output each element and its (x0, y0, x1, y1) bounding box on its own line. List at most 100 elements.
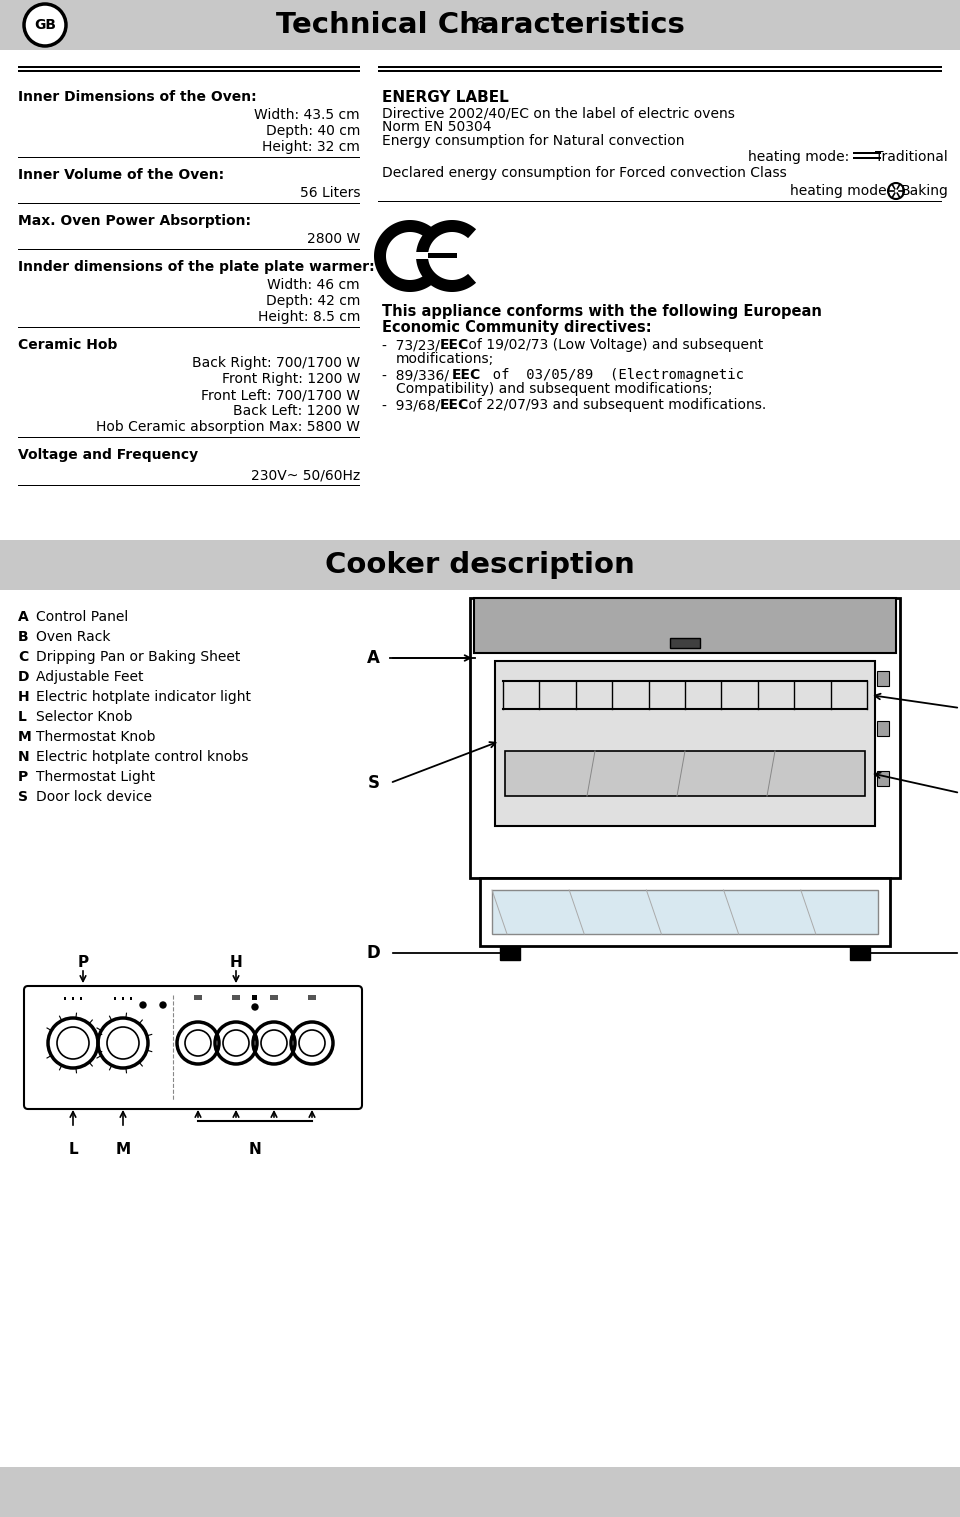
Bar (853, 156, 881, 159)
Text: H: H (229, 954, 242, 969)
Text: Norm EN 50304: Norm EN 50304 (382, 120, 492, 133)
Text: of 22/07/93 and subsequent modifications.: of 22/07/93 and subsequent modifications… (464, 397, 766, 413)
Bar (130, 997, 132, 1000)
Bar (414, 252, 430, 259)
Text: of  03/05/89  (Electromagnetic: of 03/05/89 (Electromagnetic (476, 369, 744, 382)
Text: L: L (68, 1142, 78, 1157)
Text: Back Left: 1200 W: Back Left: 1200 W (233, 404, 360, 419)
Text: Back Right: 700/1700 W: Back Right: 700/1700 W (192, 356, 360, 370)
Text: -  89/336/: - 89/336/ (382, 369, 449, 382)
Text: of 19/02/73 (Low Voltage) and subsequent: of 19/02/73 (Low Voltage) and subsequent (464, 338, 763, 352)
Text: 230V~ 50/60Hz: 230V~ 50/60Hz (251, 469, 360, 482)
Bar (122, 997, 124, 1000)
Text: Width: 43.5 cm: Width: 43.5 cm (254, 108, 360, 121)
Text: Baking: Baking (900, 184, 948, 199)
Text: M: M (18, 730, 32, 743)
Polygon shape (416, 220, 476, 291)
Text: GB: GB (34, 18, 56, 32)
Text: Electric hotplate control knobs: Electric hotplate control knobs (36, 749, 249, 765)
Text: Inner Volume of the Oven:: Inner Volume of the Oven: (18, 168, 224, 182)
Text: Traditional: Traditional (876, 150, 948, 164)
Bar (877, 771, 889, 786)
Text: Door lock device: Door lock device (36, 790, 152, 804)
Bar (877, 671, 889, 686)
Bar (18, 70, 360, 71)
Text: A: A (367, 649, 380, 667)
Bar (114, 997, 116, 1000)
Text: Hob Ceramic absorption Max: 5800 W: Hob Ceramic absorption Max: 5800 W (96, 420, 360, 434)
Text: heating mode:: heating mode: (790, 184, 891, 199)
Bar (0, 1467, 960, 1517)
Bar (428, 253, 457, 258)
Text: Voltage and Frequency: Voltage and Frequency (18, 448, 198, 463)
Bar (64, 997, 66, 1000)
Text: Cooker description: Cooker description (325, 551, 635, 579)
Bar (194, 995, 202, 1000)
Bar (670, 639, 700, 648)
Text: M: M (115, 1142, 131, 1157)
Text: Height: 8.5 cm: Height: 8.5 cm (257, 309, 360, 325)
Bar (500, 947, 520, 960)
Text: 56 Liters: 56 Liters (300, 187, 360, 200)
Text: Directive 2002/40/EC on the label of electric ovens: Directive 2002/40/EC on the label of ele… (382, 106, 734, 120)
Bar (378, 70, 942, 71)
Text: H: H (18, 690, 30, 704)
Bar (18, 67, 360, 68)
Text: EEC: EEC (440, 338, 469, 352)
Text: Technical Characteristics: Technical Characteristics (276, 11, 684, 39)
Text: Inner Dimensions of the Oven:: Inner Dimensions of the Oven: (18, 90, 256, 105)
Text: Control Panel: Control Panel (36, 610, 129, 623)
Text: Adjustable Feet: Adjustable Feet (36, 671, 143, 684)
Bar (474, 598, 896, 652)
Bar (80, 997, 82, 1000)
Circle shape (140, 1003, 146, 1007)
Bar (853, 152, 881, 155)
Bar (308, 995, 316, 1000)
Bar (270, 995, 278, 1000)
Text: EEC: EEC (452, 369, 481, 382)
Text: Thermostat Light: Thermostat Light (36, 771, 156, 784)
Text: Declared energy consumption for Forced convection Class: Declared energy consumption for Forced c… (382, 165, 787, 181)
Text: Depth: 40 cm: Depth: 40 cm (266, 124, 360, 138)
Text: P: P (18, 771, 28, 784)
Bar (378, 67, 942, 68)
Text: Economic Community directives:: Economic Community directives: (382, 320, 652, 335)
Text: 6: 6 (475, 17, 485, 33)
Text: heating mode:: heating mode: (748, 150, 849, 164)
Bar (470, 598, 900, 878)
Text: Height: 32 cm: Height: 32 cm (262, 140, 360, 155)
Text: S: S (18, 790, 28, 804)
Text: L: L (18, 710, 27, 724)
Text: Width: 46 cm: Width: 46 cm (268, 278, 360, 291)
Bar (252, 995, 257, 1000)
Text: C: C (18, 649, 28, 664)
Text: B: B (18, 630, 29, 645)
Text: -  73/23/: - 73/23/ (382, 338, 440, 352)
Text: P: P (78, 954, 88, 969)
Text: Oven Rack: Oven Rack (36, 630, 110, 645)
Bar (232, 995, 240, 1000)
Circle shape (252, 1004, 258, 1010)
Bar (877, 721, 889, 736)
Text: ENERGY LABEL: ENERGY LABEL (382, 90, 509, 105)
Text: N: N (18, 749, 30, 765)
Text: Dripping Pan or Baking Sheet: Dripping Pan or Baking Sheet (36, 649, 240, 664)
Text: Compatibility) and subsequent modifications;: Compatibility) and subsequent modificati… (396, 382, 712, 396)
Text: Front Left: 700/1700 W: Front Left: 700/1700 W (201, 388, 360, 402)
Bar (495, 661, 875, 825)
Bar (505, 751, 865, 796)
Bar (0, 540, 960, 590)
Text: Innder dimensions of the plate plate warmer:: Innder dimensions of the plate plate war… (18, 259, 374, 275)
Text: Thermostat Knob: Thermostat Knob (36, 730, 156, 743)
Bar (492, 890, 878, 934)
Text: D: D (18, 671, 30, 684)
Text: S: S (368, 774, 380, 792)
Bar (480, 878, 890, 947)
Text: Electric hotplate indicator light: Electric hotplate indicator light (36, 690, 251, 704)
Bar (0, 0, 960, 50)
Bar (850, 947, 870, 960)
Circle shape (24, 5, 66, 46)
Text: D: D (367, 944, 380, 962)
Bar (72, 997, 74, 1000)
Text: N: N (249, 1142, 261, 1157)
